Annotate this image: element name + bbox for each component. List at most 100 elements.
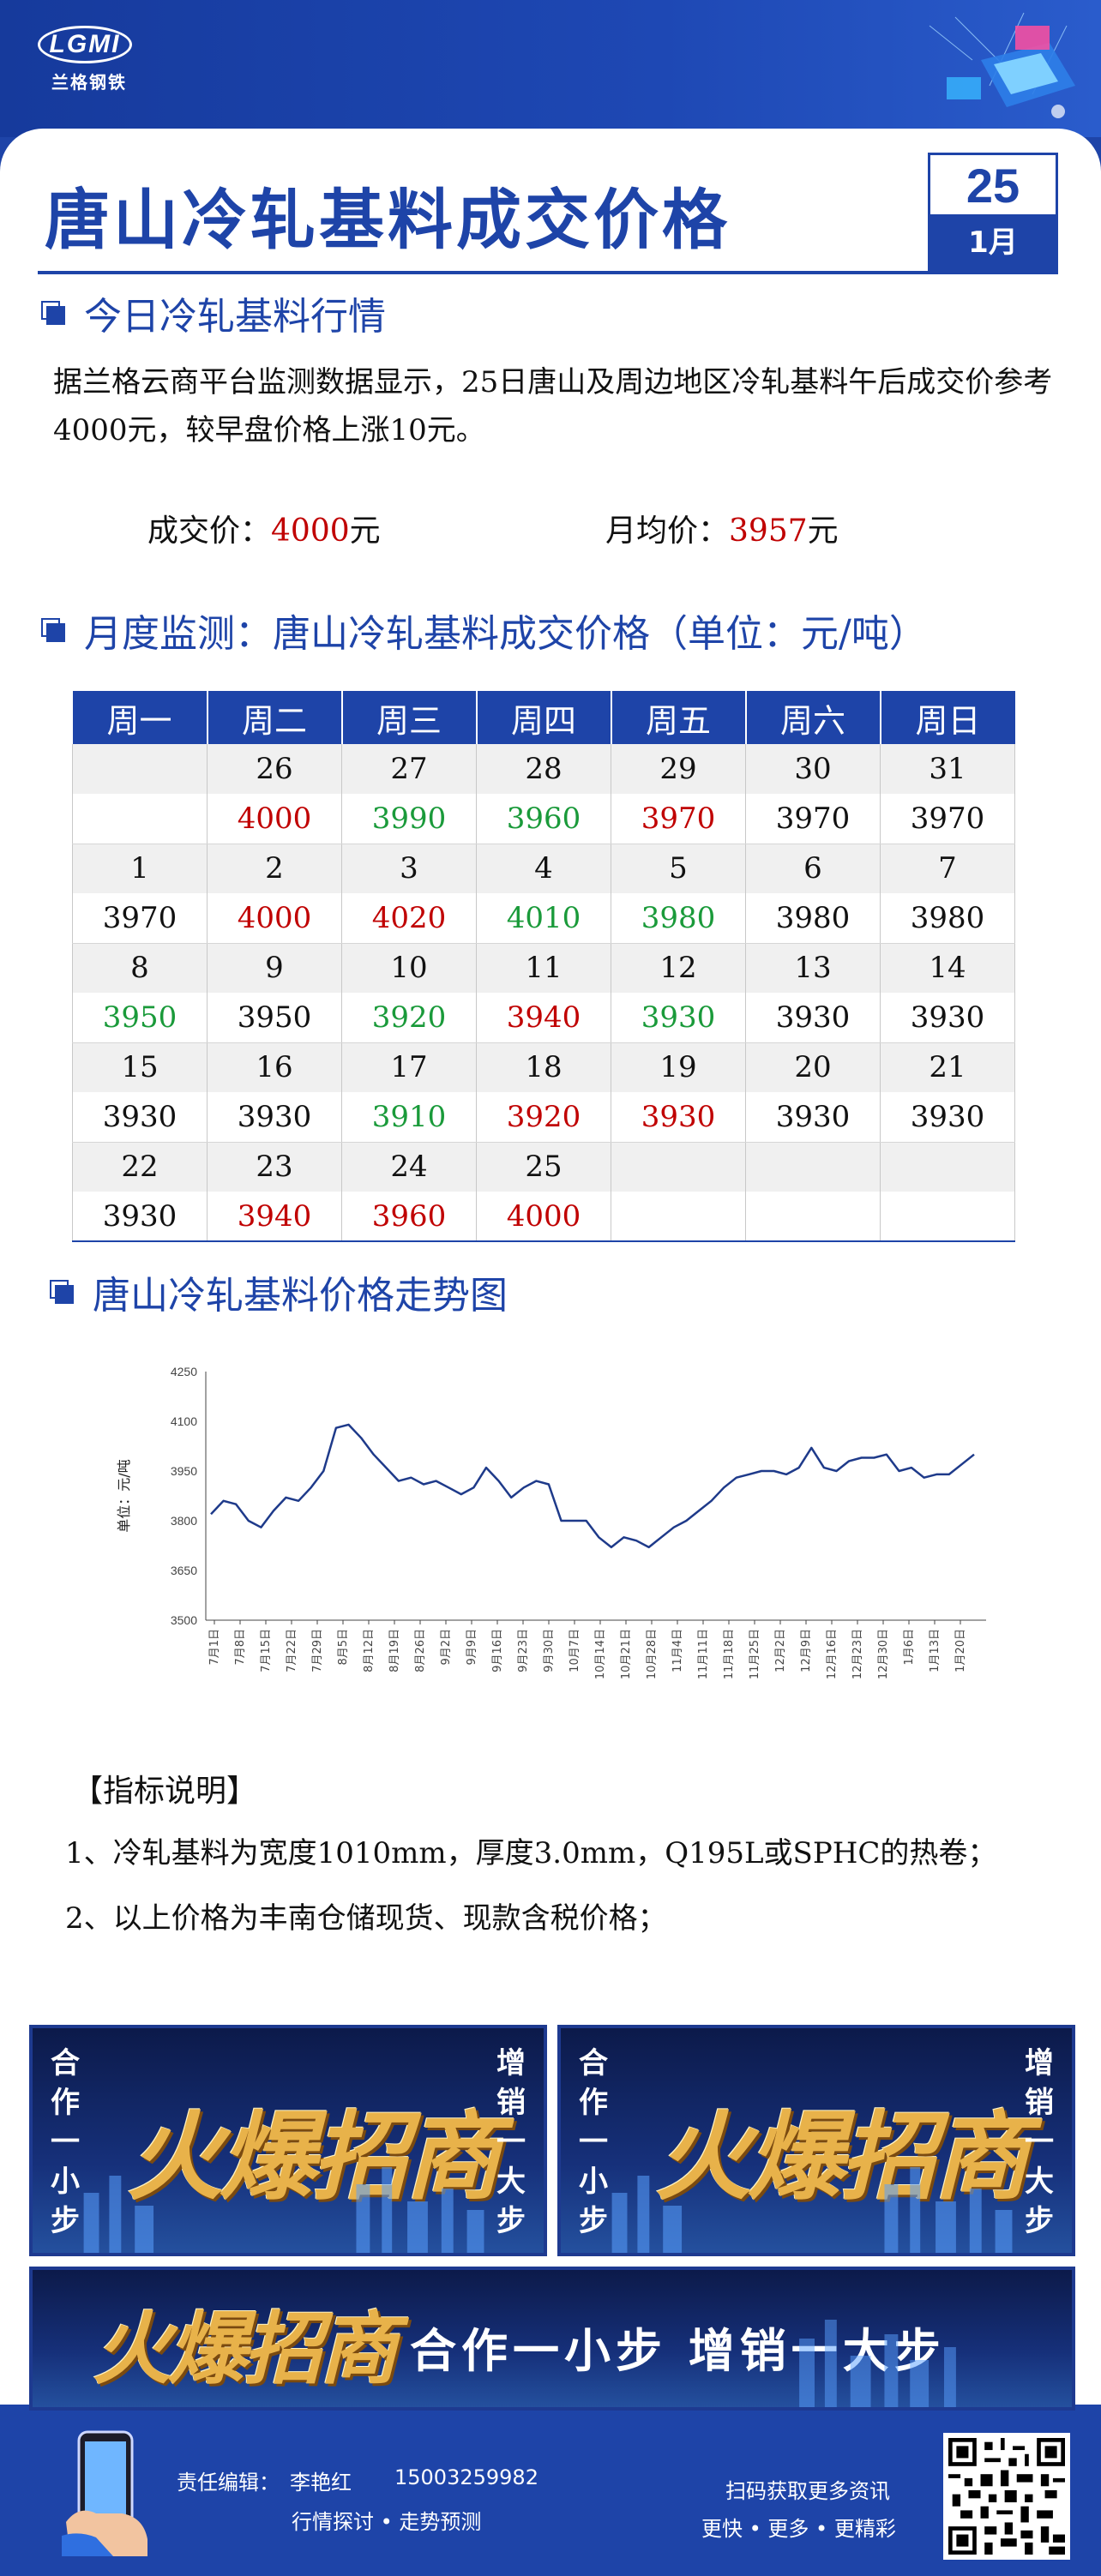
weekday-header: 周五 bbox=[611, 691, 747, 744]
calendar-price-cell: 3940 bbox=[476, 993, 611, 1043]
calendar-date-row: 22 23 24 25 bbox=[72, 1142, 1015, 1192]
x-tick-label: 8月12日 bbox=[363, 1629, 376, 1672]
avg-price: 月均价：3957元 bbox=[605, 506, 839, 550]
note-item-1: 1、冷轧基料为宽度1010mm，厚度3.0mm，Q195L或SPHC的热卷； bbox=[65, 1836, 997, 1870]
scan-text: 扫码获取更多资讯 bbox=[725, 2479, 890, 2503]
title-divider bbox=[38, 271, 1058, 274]
calendar-price-cell: 3980 bbox=[880, 893, 1015, 944]
y-tick-label: 3650 bbox=[171, 1564, 197, 1577]
phone-hand-icon bbox=[62, 2430, 147, 2556]
calendar-date-cell: 25 bbox=[476, 1142, 611, 1192]
x-tick-label: 11月11日 bbox=[697, 1629, 710, 1679]
x-tick-label: 10月7日 bbox=[569, 1629, 581, 1672]
calendar-price-cell: 3970 bbox=[880, 794, 1015, 844]
calendar-price-cell: 3930 bbox=[745, 993, 881, 1043]
y-tick-label: 4250 bbox=[171, 1365, 197, 1378]
header-band bbox=[0, 0, 1101, 137]
promo-banner-left[interactable]: 合作一小步 火爆招商 增销一大步 bbox=[29, 2025, 547, 2256]
calendar-date-cell: 16 bbox=[207, 1042, 342, 1092]
calendar-date-cell bbox=[72, 744, 208, 794]
page-title: 唐山冷轧基料成交价格 bbox=[45, 182, 731, 258]
avg-price-label: 月均价： bbox=[605, 513, 730, 549]
calendar-price-cell: 4000 bbox=[207, 893, 342, 944]
city-skyline-graphic bbox=[799, 2320, 956, 2407]
scan-tagline: 更快 • 更多 • 更精彩 bbox=[701, 2517, 896, 2541]
deal-price-unit: 元 bbox=[349, 513, 381, 549]
x-tick-label: 11月18日 bbox=[723, 1629, 736, 1679]
logo-mark: LGMI bbox=[38, 26, 132, 63]
x-tick-label: 9月16日 bbox=[491, 1629, 504, 1672]
x-tick-label: 1月6日 bbox=[903, 1629, 916, 1666]
price-calendar: 周一 周二 周三 周四 周五 周六 周日 26 27 28 29 30 31 4000 3990 3960 3… bbox=[72, 691, 1015, 1242]
calendar-date-cell: 23 bbox=[207, 1142, 342, 1192]
calendar-date-cell: 28 bbox=[476, 744, 611, 794]
banner-big-text: 火爆招商 bbox=[127, 2101, 501, 2213]
x-tick-label: 12月16日 bbox=[826, 1629, 839, 1679]
x-tick-label: 8月19日 bbox=[388, 1629, 401, 1672]
section-trend-title: 唐山冷轧基料价格走势图 bbox=[93, 1274, 508, 1318]
calendar-date-cell: 20 bbox=[745, 1042, 881, 1092]
market-summary: 据兰格云商平台监测数据显示，25日唐山及周边地区冷轧基料午后成交价参考4000元… bbox=[53, 365, 1053, 447]
avg-price-unit: 元 bbox=[807, 513, 839, 549]
calendar-price-cell: 3960 bbox=[341, 1192, 477, 1242]
y-tick-label: 3800 bbox=[171, 1514, 197, 1528]
calendar-price-cell: 3920 bbox=[341, 993, 477, 1043]
calendar-date-cell bbox=[611, 1142, 746, 1192]
deal-price: 成交价：4000元 bbox=[147, 506, 381, 550]
calendar-price-cell: 3910 bbox=[341, 1092, 477, 1143]
x-tick-label: 9月9日 bbox=[466, 1629, 478, 1666]
calendar-price-cell: 3930 bbox=[745, 1092, 881, 1143]
calendar-date-cell: 7 bbox=[880, 844, 1015, 893]
calendar-price-cell: 3990 bbox=[341, 794, 477, 844]
calendar-date-cell: 1 bbox=[72, 844, 208, 893]
calendar-price-cell: 3980 bbox=[745, 893, 881, 944]
calendar-price-cell: 4020 bbox=[341, 893, 477, 944]
calendar-price-row: 3930 3940 3960 4000 bbox=[72, 1192, 1015, 1242]
x-tick-label: 8月5日 bbox=[337, 1629, 350, 1666]
calendar-price-cell: 3930 bbox=[880, 1092, 1015, 1143]
banner-right-side-text: 增销一大步 bbox=[1025, 2046, 1054, 2238]
calendar-date-cell: 27 bbox=[341, 744, 477, 794]
x-tick-label: 10月28日 bbox=[646, 1629, 659, 1679]
x-tick-label: 10月21日 bbox=[620, 1629, 633, 1679]
calendar-date-cell: 22 bbox=[72, 1142, 208, 1192]
qr-code[interactable] bbox=[943, 2433, 1070, 2560]
calendar-date-cell: 5 bbox=[611, 844, 746, 893]
square-bullet-icon bbox=[41, 618, 65, 642]
calendar-price-cell: 3930 bbox=[72, 1192, 208, 1242]
section-monthly-title: 月度监测：唐山冷轧基料成交价格（单位：元/吨） bbox=[84, 612, 927, 656]
calendar-date-cell: 6 bbox=[745, 844, 881, 893]
footer: 责任编辑： 李艳红 15003259982 行情探讨 • 走势预测 扫码获取更多… bbox=[0, 2409, 1101, 2576]
calendar-price-cell: 4000 bbox=[476, 1192, 611, 1242]
editor-label: 责任编辑： bbox=[177, 2471, 280, 2495]
x-tick-label: 11月4日 bbox=[671, 1629, 684, 1672]
y-tick-label: 3950 bbox=[171, 1464, 197, 1478]
calendar-price-cell: 3960 bbox=[476, 794, 611, 844]
calendar-price-cell: 3930 bbox=[611, 993, 746, 1043]
weekday-header: 周日 bbox=[880, 691, 1015, 744]
promo-banner-wide[interactable]: 火爆招商 合作一小步 增销一大步 bbox=[29, 2267, 1075, 2411]
avg-price-value: 3957 bbox=[729, 513, 808, 549]
calendar-date-cell: 21 bbox=[880, 1042, 1015, 1092]
x-tick-label: 8月26日 bbox=[414, 1629, 427, 1672]
notes-title: 【指标说明】 bbox=[72, 1774, 258, 1809]
calendar-weekday-row: 周一 周二 周三 周四 周五 周六 周日 bbox=[72, 691, 1015, 744]
deal-price-value: 4000 bbox=[271, 513, 350, 549]
x-tick-label: 7月8日 bbox=[234, 1629, 247, 1666]
calendar-price-cell: 3940 bbox=[207, 1192, 342, 1242]
y-tick-label: 4100 bbox=[171, 1414, 197, 1428]
date-badge: 25 1月 bbox=[928, 153, 1058, 271]
promo-banner-right[interactable]: 合作一小步 火爆招商 增销一大步 bbox=[557, 2025, 1075, 2256]
section-trend-heading: 唐山冷轧基料价格走势图 bbox=[50, 1270, 508, 1318]
section-today-heading: 今日冷轧基料行情 bbox=[41, 291, 386, 339]
calendar-price-cell: 4010 bbox=[476, 893, 611, 944]
x-tick-label: 7月29日 bbox=[311, 1629, 324, 1672]
x-tick-label: 12月9日 bbox=[800, 1629, 813, 1672]
weekday-header: 周四 bbox=[476, 691, 612, 744]
y-tick-label: 3500 bbox=[171, 1613, 197, 1627]
calendar-price-cell: 4000 bbox=[207, 794, 342, 844]
calendar-price-cell: 3930 bbox=[611, 1092, 746, 1143]
weekday-header: 周六 bbox=[745, 691, 881, 744]
calendar-price-row: 3950 3950 3920 3940 3930 3930 3930 bbox=[72, 993, 1015, 1043]
section-monthly-heading: 月度监测：唐山冷轧基料成交价格（单位：元/吨） bbox=[41, 609, 927, 656]
